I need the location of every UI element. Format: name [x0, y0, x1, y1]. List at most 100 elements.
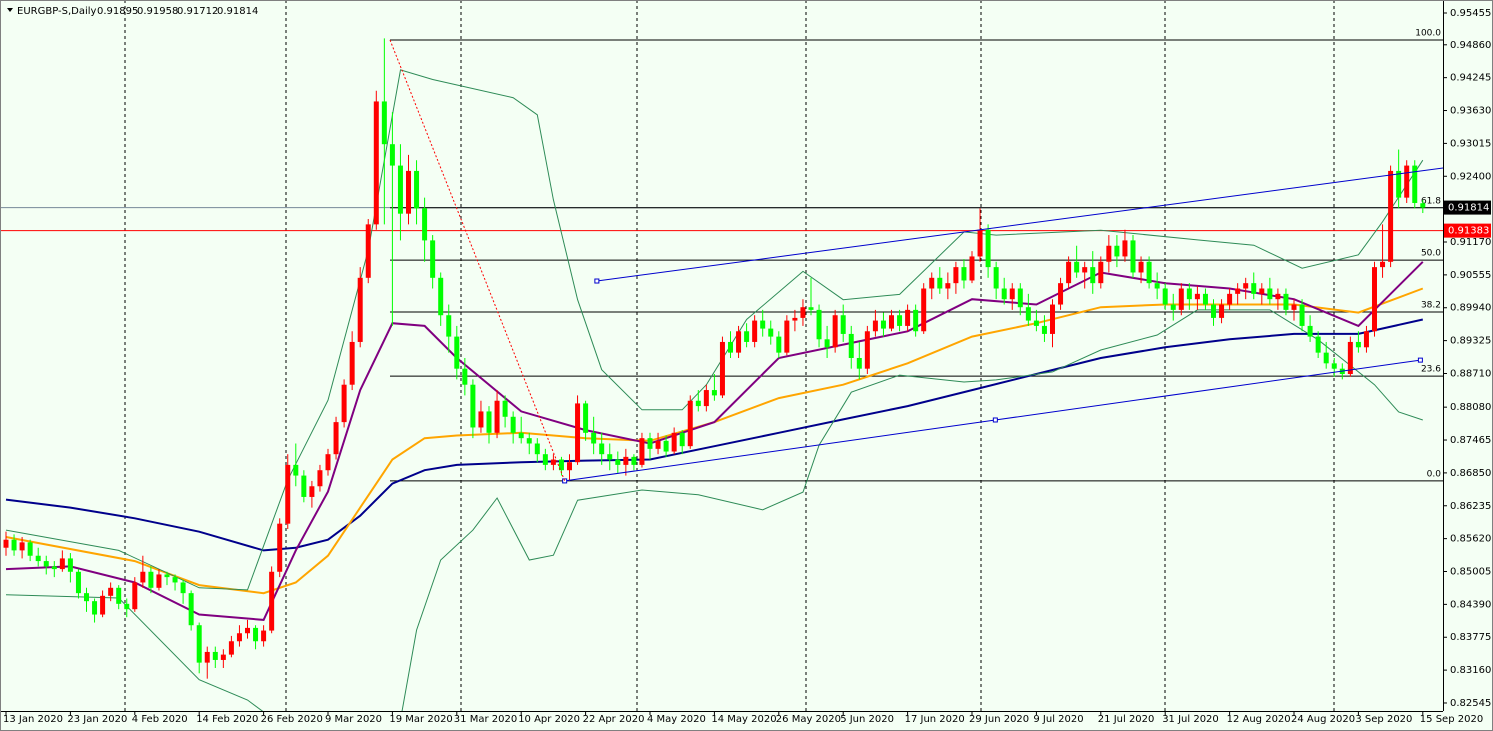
close: 0.91814 — [217, 6, 258, 17]
x-tick-label: 10 Apr 2020 — [518, 714, 580, 725]
y-tick-label: 0.93015 — [1450, 138, 1491, 149]
candle-body — [1323, 352, 1329, 364]
candle-body — [277, 523, 283, 572]
candle-body — [921, 288, 927, 332]
candle-body — [1098, 261, 1104, 284]
candle-body — [108, 587, 114, 596]
y-tick-label: 0.87465 — [1450, 435, 1491, 446]
candle-body — [880, 320, 886, 329]
candle-body — [116, 587, 122, 604]
x-tick-label: 4 May 2020 — [647, 714, 706, 725]
x-tick-label: 13 Jan 2020 — [3, 714, 63, 725]
trendline — [389, 39, 566, 482]
candle-body — [51, 566, 57, 570]
candle-body — [1388, 170, 1394, 262]
candle-body — [808, 307, 814, 310]
candle-body — [1138, 261, 1144, 273]
candle-body — [84, 593, 89, 602]
x-tick-label: 26 Feb 2020 — [261, 714, 323, 725]
candle-body — [124, 603, 130, 610]
candle-body — [172, 577, 178, 583]
candle-body — [35, 555, 41, 562]
period-separators — [124, 0, 1335, 711]
candle-body — [92, 601, 98, 615]
y-tick-label: 0.94245 — [1450, 73, 1491, 84]
candle-body — [728, 341, 733, 353]
candle-body — [349, 341, 355, 385]
bid-price-box — [1444, 200, 1491, 215]
candle-body — [792, 317, 798, 321]
candle-body — [864, 331, 870, 369]
candle-body — [1275, 293, 1281, 300]
candle-body — [776, 336, 782, 353]
fibo-label: 38.2 — [1421, 301, 1441, 311]
candle-body — [736, 331, 742, 353]
x-tick-label: 9 Mar 2020 — [325, 714, 382, 725]
y-tick-label: 0.83775 — [1450, 632, 1491, 643]
candle-body — [59, 558, 65, 570]
fibo-label: 23.6 — [1421, 365, 1441, 375]
candle-body — [148, 571, 154, 588]
candle-body — [542, 454, 548, 465]
candle-body — [575, 403, 581, 463]
candle-body — [558, 459, 564, 471]
candle-body — [526, 438, 532, 444]
candle-body — [188, 593, 194, 626]
candle-body — [1267, 288, 1273, 300]
candle-body — [671, 432, 677, 452]
candle-body — [1315, 336, 1321, 353]
candle-body — [647, 438, 653, 449]
candle-body — [1186, 288, 1192, 300]
low: 0.91712 — [177, 6, 218, 17]
candle-body — [1219, 304, 1225, 318]
anchor — [594, 278, 600, 284]
candle-body — [510, 416, 516, 433]
candle-body — [816, 309, 822, 340]
candle-body — [534, 443, 540, 455]
y-tick-label: 0.89940 — [1450, 303, 1491, 314]
candle-body — [1355, 341, 1361, 348]
header: EURGBP-S,Daily 0.91895 0.91958 0.91712 0… — [17, 6, 258, 17]
candle-body — [236, 633, 242, 642]
x-tick-label: 29 Jun 2020 — [969, 714, 1029, 725]
line-price-label: 0.91383 — [1448, 226, 1489, 237]
candle-body — [309, 486, 315, 497]
candle-body — [655, 440, 661, 449]
candle-body — [518, 432, 524, 439]
candle-body — [615, 459, 621, 465]
candle-body — [744, 331, 750, 342]
symbol: EURGBP-S,Daily — [17, 6, 97, 17]
candle-body — [1114, 245, 1120, 257]
candle-body — [800, 307, 806, 318]
candle-body — [1178, 288, 1184, 310]
candle-body — [220, 654, 226, 660]
candle-body — [333, 422, 339, 455]
candle-body — [583, 403, 589, 433]
candle-body — [285, 464, 291, 524]
candle-body — [1412, 165, 1418, 203]
candle-body — [937, 277, 943, 289]
candle-body — [760, 320, 766, 329]
high: 0.91958 — [137, 6, 178, 17]
candle-body — [373, 101, 379, 225]
candle-body — [768, 328, 774, 337]
candle-body — [703, 390, 709, 407]
y-tick-label: 0.82545 — [1450, 698, 1491, 709]
menu-arrow[interactable] — [7, 8, 13, 12]
trendline — [596, 167, 1443, 282]
candle-body — [1025, 307, 1031, 321]
candle-body — [752, 320, 758, 342]
candle-body — [1396, 170, 1402, 198]
candle-body — [325, 454, 331, 471]
candle-body — [389, 144, 395, 166]
candle-body — [1251, 283, 1257, 294]
candle-body — [1162, 288, 1168, 305]
candle-body — [478, 411, 484, 428]
candle-body — [905, 309, 911, 326]
candle-body — [196, 625, 202, 663]
candle-body — [832, 315, 838, 348]
candle-body — [1122, 240, 1128, 257]
y-tick-label: 0.83160 — [1450, 665, 1491, 676]
candle-body — [929, 277, 935, 289]
